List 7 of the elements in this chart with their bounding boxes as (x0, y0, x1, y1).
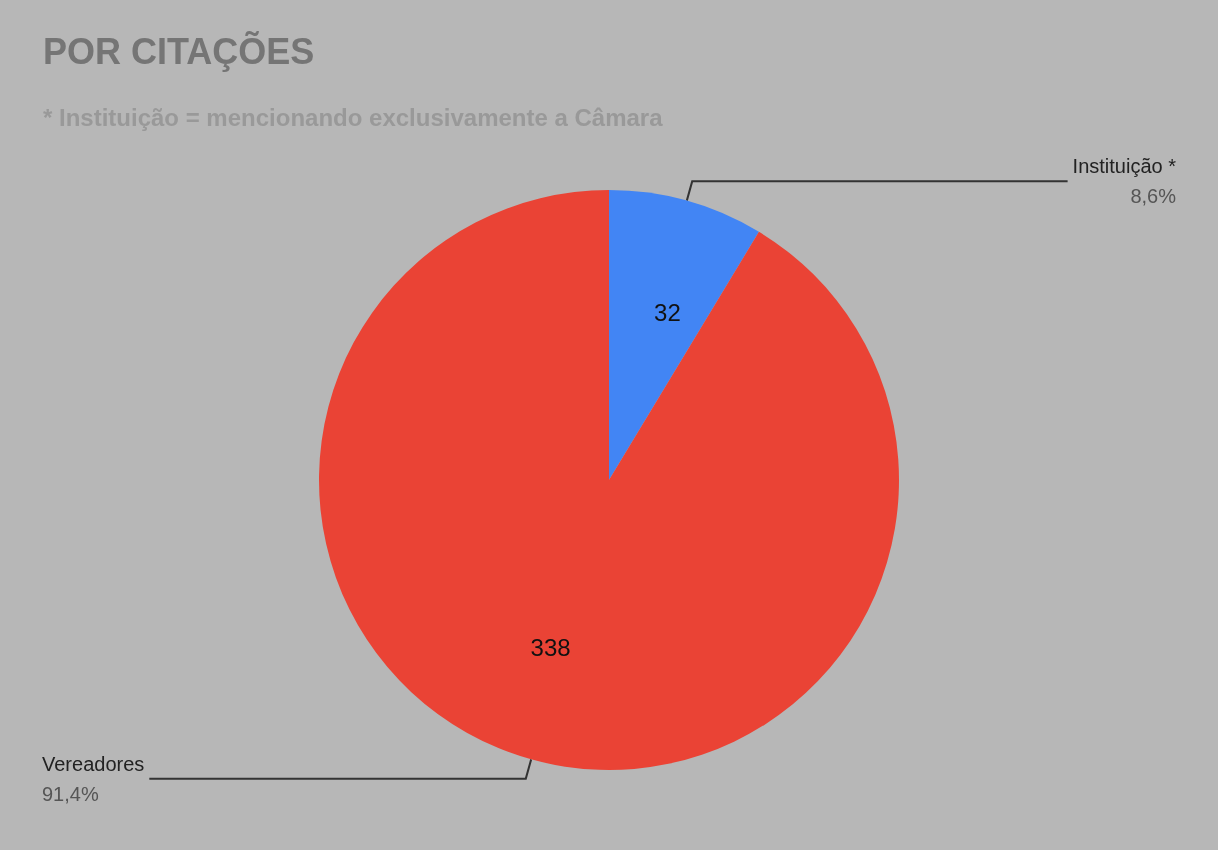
slice-label: Instituição * (1072, 155, 1177, 178)
data-label: 32 (654, 298, 681, 326)
text: 91,4% (42, 782, 99, 805)
text: 8,6% (1130, 185, 1177, 208)
chart-title: POR CITAÇÕES (43, 29, 315, 72)
slice-label: Vereadores (42, 752, 145, 775)
data-label: 338 (530, 634, 571, 662)
